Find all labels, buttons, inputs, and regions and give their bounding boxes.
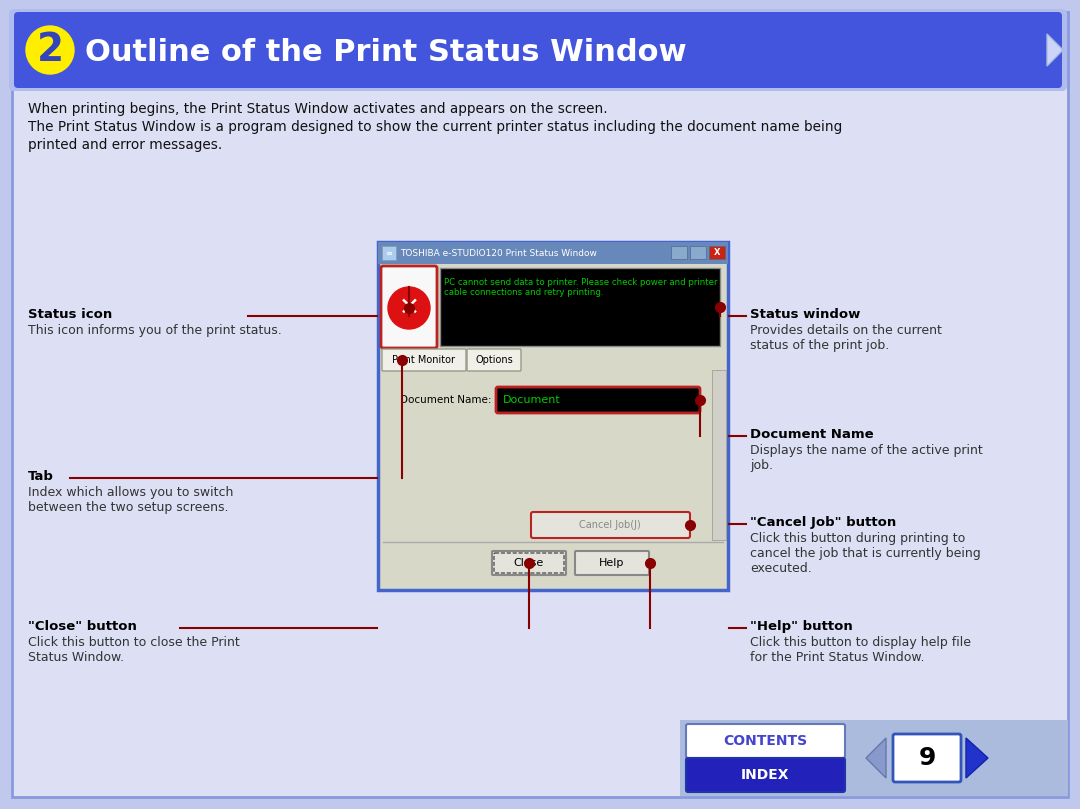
FancyBboxPatch shape bbox=[467, 349, 521, 371]
Text: X: X bbox=[714, 248, 720, 257]
Text: ✕: ✕ bbox=[399, 296, 419, 320]
Text: Click this button to close the Print
Status Window.: Click this button to close the Print Sta… bbox=[28, 636, 240, 664]
Text: Displays the name of the active print
job.: Displays the name of the active print jo… bbox=[750, 444, 983, 472]
Text: "Help" button: "Help" button bbox=[750, 620, 853, 633]
Polygon shape bbox=[866, 738, 886, 778]
Text: INDEX: INDEX bbox=[741, 768, 789, 782]
Text: ≡: ≡ bbox=[386, 248, 392, 257]
FancyBboxPatch shape bbox=[14, 12, 1062, 88]
Text: 2: 2 bbox=[37, 31, 64, 69]
Text: "Cancel Job" button: "Cancel Job" button bbox=[750, 516, 896, 529]
Text: 9: 9 bbox=[918, 746, 935, 770]
Bar bbox=[690, 246, 706, 259]
FancyBboxPatch shape bbox=[492, 551, 566, 575]
Text: CONTENTS: CONTENTS bbox=[723, 734, 807, 748]
FancyBboxPatch shape bbox=[893, 734, 961, 782]
Bar bbox=[712, 370, 726, 540]
Bar bbox=[378, 242, 728, 264]
Text: Help: Help bbox=[599, 558, 624, 568]
Bar bbox=[708, 246, 725, 259]
Text: Provides details on the current
status of the print job.: Provides details on the current status o… bbox=[750, 324, 942, 352]
FancyBboxPatch shape bbox=[531, 512, 690, 538]
FancyBboxPatch shape bbox=[9, 9, 1067, 91]
Text: Options: Options bbox=[475, 355, 513, 365]
Text: Index which allows you to switch
between the two setup screens.: Index which allows you to switch between… bbox=[28, 486, 233, 514]
Text: Outline of the Print Status Window: Outline of the Print Status Window bbox=[85, 37, 687, 66]
FancyBboxPatch shape bbox=[575, 551, 649, 575]
FancyBboxPatch shape bbox=[686, 758, 845, 792]
Text: Print Monitor: Print Monitor bbox=[392, 355, 456, 365]
Text: Document: Document bbox=[503, 395, 561, 405]
Bar bbox=[378, 242, 728, 590]
Bar bbox=[671, 246, 687, 259]
Text: PC cannot send data to printer. Please check power and printer
cable connections: PC cannot send data to printer. Please c… bbox=[444, 278, 717, 298]
Text: Status icon: Status icon bbox=[28, 308, 112, 321]
Bar bbox=[680, 720, 1068, 796]
Text: TOSHIBA e-STUDIO120 Print Status Window: TOSHIBA e-STUDIO120 Print Status Window bbox=[400, 248, 597, 257]
Text: Cancel Job(J): Cancel Job(J) bbox=[579, 520, 640, 530]
Text: Click this button to display help file
for the Print Status Window.: Click this button to display help file f… bbox=[750, 636, 971, 664]
Bar bbox=[382, 246, 396, 260]
Bar bbox=[440, 268, 720, 346]
Text: When printing begins, the Print Status Window activates and appears on the scree: When printing begins, the Print Status W… bbox=[28, 102, 608, 116]
FancyBboxPatch shape bbox=[496, 387, 700, 413]
Text: Close: Close bbox=[514, 558, 544, 568]
Polygon shape bbox=[966, 738, 988, 778]
Text: Click this button during printing to
cancel the job that is currently being
exec: Click this button during printing to can… bbox=[750, 532, 981, 575]
Text: Document Name: Document Name bbox=[750, 428, 874, 441]
Text: printed and error messages.: printed and error messages. bbox=[28, 138, 222, 152]
Text: Status window: Status window bbox=[750, 308, 861, 321]
FancyBboxPatch shape bbox=[686, 724, 845, 758]
Text: The Print Status Window is a program designed to show the current printer status: The Print Status Window is a program des… bbox=[28, 120, 842, 134]
Polygon shape bbox=[1047, 34, 1063, 66]
Text: Tab: Tab bbox=[28, 470, 54, 483]
Text: "Close" button: "Close" button bbox=[28, 620, 137, 633]
Text: Document Name:: Document Name: bbox=[400, 395, 491, 405]
Circle shape bbox=[388, 287, 430, 329]
FancyBboxPatch shape bbox=[381, 266, 437, 348]
Circle shape bbox=[26, 26, 75, 74]
Text: This icon informs you of the print status.: This icon informs you of the print statu… bbox=[28, 324, 282, 337]
FancyBboxPatch shape bbox=[382, 349, 465, 371]
